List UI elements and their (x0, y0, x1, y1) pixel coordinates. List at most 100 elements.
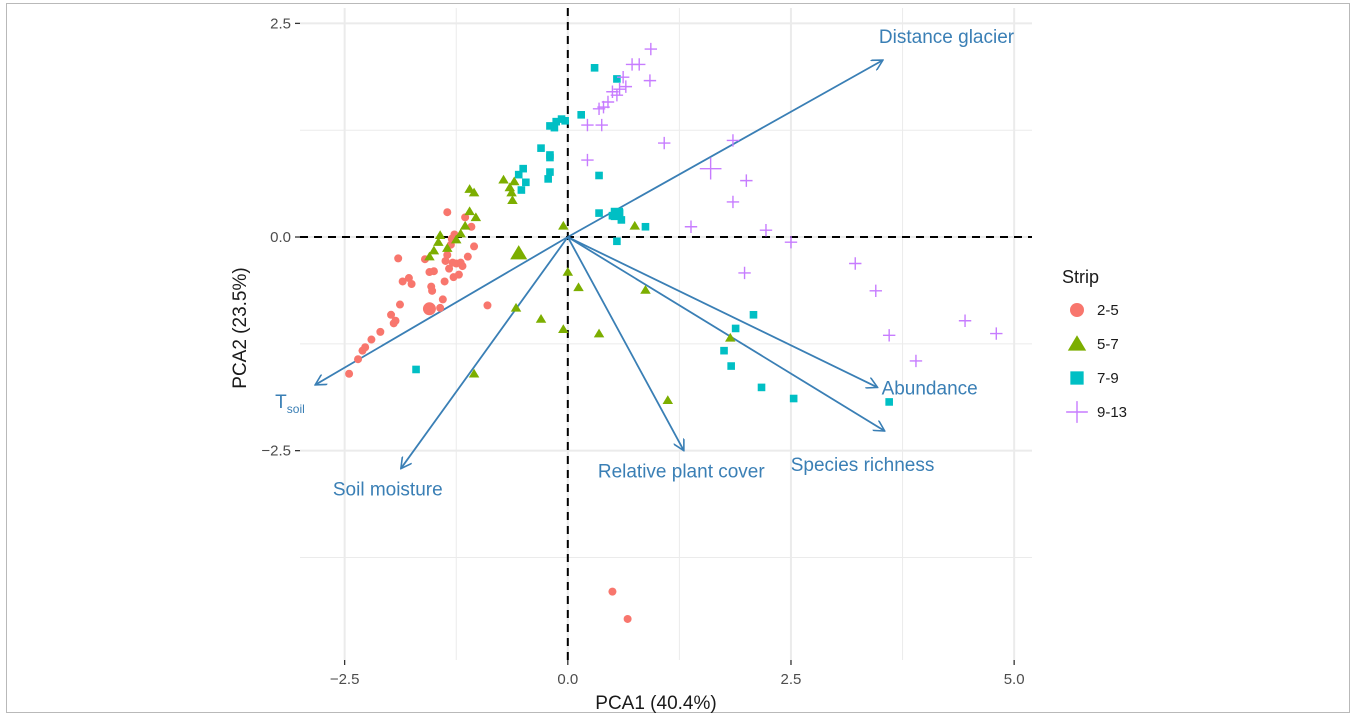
point-5-7-25 (640, 284, 651, 294)
point-9-13-27 (990, 327, 1003, 340)
y-axis-title: PCA2 (23.5%) (230, 267, 251, 388)
point-2-5-6 (387, 310, 396, 319)
point-7-9-12 (514, 170, 523, 179)
point-5-7-3 (434, 230, 446, 240)
point-5-7-1 (428, 245, 440, 255)
point-7-9-24 (720, 346, 728, 355)
point-9-13-25 (909, 354, 923, 368)
point-7-9-13 (522, 178, 530, 187)
point-9-13-20 (759, 223, 773, 237)
point-9-13-3 (619, 80, 633, 93)
point-2-5-34 (463, 252, 472, 261)
point-9-13-26 (958, 314, 972, 327)
point-7-9-10 (546, 153, 554, 162)
point-9-13-7 (606, 85, 619, 98)
arrow-label-1: Abundance (882, 378, 978, 399)
point-7-9-0 (590, 64, 599, 72)
legend-title: Strip (1062, 267, 1099, 287)
point-9-13-13 (595, 118, 608, 132)
point-2-5-1 (354, 355, 363, 364)
point-5-7-10 (468, 187, 480, 197)
large-point-5-7-0 (510, 245, 528, 260)
reference-lines (300, 8, 1032, 660)
point-7-9-6 (550, 123, 559, 132)
point-5-7-11 (470, 212, 482, 222)
series-9-13 (581, 42, 1003, 368)
series-7-9 (412, 64, 893, 406)
legend-label-2-5: 2-5 (1097, 302, 1119, 319)
point-9-13-14 (658, 136, 671, 150)
legend-key-9-13 (1066, 401, 1088, 423)
point-5-7-5 (450, 234, 462, 244)
axes: −2.5 0.0 2.5 5.0 2.5 0.0 −2.5 PCA1 (40.4%) PCA2 … (230, 15, 1025, 714)
point-7-9-15 (544, 175, 552, 183)
x-tick-label-3: 5.0 (1004, 671, 1025, 688)
point-2-5-23 (445, 264, 454, 273)
point-7-9-2 (577, 111, 585, 119)
point-7-9-22 (641, 222, 650, 231)
point-9-13-17 (740, 174, 753, 187)
point-2-5-17 (429, 267, 438, 276)
point-7-9-28 (757, 383, 766, 392)
arrow-label-text-4: Soil moisture (333, 480, 443, 501)
point-9-13-28 (738, 266, 751, 280)
point-2-5-10 (398, 277, 407, 286)
point-9-13-18 (726, 195, 740, 209)
point-5-7-26 (662, 395, 674, 404)
point-7-9-18 (595, 209, 603, 217)
point-2-5-29 (454, 270, 463, 279)
point-2-5-9 (395, 300, 404, 309)
x-tick-label-2: 2.5 (781, 671, 802, 688)
arrow-label-text-3: Relative plant cover (598, 462, 766, 483)
point-5-7-4 (442, 243, 453, 252)
point-7-9-8 (537, 144, 545, 152)
point-7-9-30 (885, 398, 893, 406)
legend-key-2-5 (1070, 303, 1084, 317)
point-5-7-2 (433, 237, 444, 246)
point-9-13-24 (882, 329, 896, 342)
point-5-7-24 (629, 220, 641, 230)
point-7-9-25 (727, 362, 735, 370)
point-2-5-33 (461, 213, 470, 222)
point-5-7-8 (464, 206, 475, 216)
point-2-5-11 (394, 254, 403, 263)
arrow-1 (567, 236, 878, 387)
point-2-5-4 (367, 335, 376, 344)
point-2-5-36 (470, 242, 479, 251)
point-9-13-2 (625, 58, 639, 71)
arrow-4 (401, 236, 569, 469)
point-2-5-18 (436, 303, 445, 312)
arrow-label-text-5: T (275, 392, 287, 413)
point-5-7-0 (424, 251, 435, 261)
point-9-13-10 (592, 102, 606, 116)
arrow-label-4: Soil moisture (333, 480, 443, 501)
point-2-5-8 (391, 316, 400, 325)
grid (300, 8, 1032, 660)
large-point-7-9-0 (610, 207, 624, 221)
point-2-5-37 (443, 208, 452, 217)
point-2-5-20 (440, 277, 449, 286)
point-9-13-16 (726, 134, 740, 147)
point-5-7-17 (558, 220, 569, 230)
point-5-7-21 (558, 324, 569, 334)
point-9-13-0 (644, 42, 658, 56)
arrow-label-3: Relative plant cover (598, 462, 766, 483)
point-7-9-7 (546, 122, 554, 130)
arrow-label-0: Distance glacier (879, 27, 1015, 48)
point-2-5-12 (404, 274, 413, 283)
legend-label-5-7: 5-7 (1097, 336, 1119, 353)
point-9-13-23 (869, 284, 882, 298)
large-point-9-13-0 (699, 157, 722, 180)
series-5-7 (424, 174, 736, 404)
point-9-13-15 (581, 153, 594, 167)
point-2-5-22 (443, 250, 452, 259)
arrow-label-text-2: Species richness (791, 455, 935, 476)
point-5-7-16 (507, 195, 518, 205)
legend-key-7-9 (1070, 371, 1084, 385)
point-7-9-16 (517, 186, 526, 194)
point-5-7-14 (506, 187, 517, 197)
point-5-7-15 (508, 176, 520, 186)
point-5-7-12 (498, 174, 509, 184)
arrow-0 (567, 60, 883, 238)
point-9-13-5 (613, 82, 626, 96)
